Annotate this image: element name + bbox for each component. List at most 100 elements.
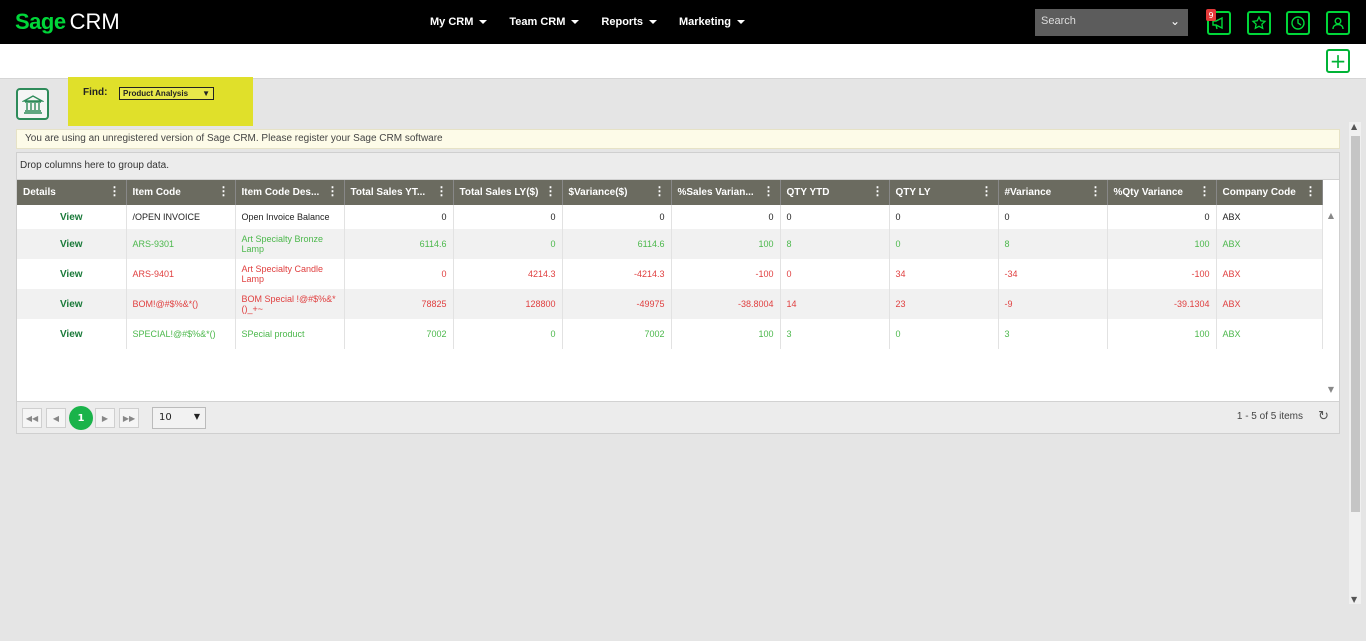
- cell-qty-ytd: 3: [780, 319, 890, 349]
- nav-my-crm[interactable]: My CRM: [430, 16, 488, 28]
- col-header-sales-variance-pct[interactable]: %Sales Varian... ⋮: [671, 180, 781, 205]
- cell-sales-ytd: 78825: [344, 289, 454, 319]
- view-link[interactable]: View: [17, 319, 127, 349]
- view-link[interactable]: View: [17, 205, 127, 229]
- view-link[interactable]: View: [17, 289, 127, 319]
- column-menu-icon[interactable]: ⋮: [435, 184, 448, 198]
- chevron-down-icon: ▼: [193, 412, 200, 421]
- cell-sales-var-pct: -100: [671, 259, 781, 289]
- cell-item-desc: SPecial product: [235, 319, 345, 349]
- column-menu-icon[interactable]: ⋮: [1198, 184, 1211, 198]
- main-nav: My CRM Team CRM Reports Marketing: [430, 0, 767, 44]
- col-header-variance[interactable]: $Variance($) ⋮: [562, 180, 672, 205]
- search-input[interactable]: Search ⌄: [1035, 9, 1188, 36]
- find-selected-value: Product Analysis: [123, 89, 189, 98]
- cell-sales-var-pct: 100: [671, 319, 781, 349]
- cell-sales-ly: 0: [453, 229, 563, 259]
- col-label: %Qty Variance: [1113, 187, 1183, 198]
- chevron-down-icon: [571, 20, 580, 24]
- col-label: Details: [23, 187, 56, 198]
- grid-scroll-down-icon[interactable]: ▼: [1327, 385, 1334, 394]
- table-row: View ARS-9301 Art Specialty Bronze Lamp …: [17, 229, 1323, 259]
- nav-team-crm[interactable]: Team CRM: [509, 16, 580, 28]
- cell-qty-var-pct: 100: [1107, 229, 1217, 259]
- cell-item-desc: Art Specialty Bronze Lamp: [235, 229, 345, 259]
- cell-sales-ytd: 6114.6: [344, 229, 454, 259]
- nav-marketing[interactable]: Marketing: [679, 16, 745, 28]
- cell-variance: -4214.3: [562, 259, 672, 289]
- col-label: Company Code: [1222, 187, 1296, 198]
- column-menu-icon[interactable]: ⋮: [653, 184, 666, 198]
- find-panel: Find: Product Analysis ▼: [68, 77, 253, 126]
- cell-qty-var: -34: [998, 259, 1108, 289]
- col-header-item-code[interactable]: Item Code ⋮: [126, 180, 236, 205]
- cell-qty-ly: 23: [889, 289, 999, 319]
- col-header-qty-variance-pct[interactable]: %Qty Variance ⋮: [1107, 180, 1217, 205]
- scroll-up-icon[interactable]: ▲: [1351, 122, 1358, 131]
- col-label: Total Sales LY($): [459, 187, 539, 198]
- cell-sales-ly: 4214.3: [453, 259, 563, 289]
- grid-scroll-up-icon[interactable]: ▲: [1327, 211, 1334, 220]
- nav-reports[interactable]: Reports: [601, 16, 657, 28]
- cell-variance: -49975: [562, 289, 672, 319]
- cell-qty-ytd: 14: [780, 289, 890, 319]
- cell-qty-ytd: 0: [780, 205, 890, 229]
- column-menu-icon[interactable]: ⋮: [1304, 184, 1317, 198]
- column-menu-icon[interactable]: ⋮: [108, 184, 121, 198]
- scroll-down-icon[interactable]: ▼: [1351, 595, 1358, 604]
- sage-crm-logo[interactable]: Sage CRM: [15, 9, 120, 35]
- cell-item-desc: Open Invoice Balance: [235, 205, 345, 229]
- col-header-total-sales-ytd[interactable]: Total Sales YT... ⋮: [344, 180, 454, 205]
- col-label: QTY LY: [895, 187, 931, 198]
- action-bar: [0, 44, 1366, 79]
- pager: ◀◀ ◀ 1 ▶ ▶▶ 10 ▼ 1 - 5 of 5 items ↻: [17, 401, 1339, 433]
- col-header-qty-ytd[interactable]: QTY YTD ⋮: [780, 180, 890, 205]
- plus-icon: +: [1329, 49, 1347, 73]
- cell-company: ABX: [1216, 229, 1323, 259]
- person-icon: [1332, 17, 1344, 30]
- prev-page-button[interactable]: ◀: [46, 408, 66, 428]
- col-header-item-desc[interactable]: Item Code Des... ⋮: [235, 180, 345, 205]
- group-drop-area[interactable]: Drop columns here to group data.: [17, 153, 1339, 180]
- add-new-button[interactable]: +: [1326, 49, 1350, 73]
- view-link[interactable]: View: [17, 259, 127, 289]
- page-size-select[interactable]: 10 ▼: [152, 407, 206, 429]
- chevron-down-icon[interactable]: ⌄: [1169, 14, 1180, 28]
- column-menu-icon[interactable]: ⋮: [762, 184, 775, 198]
- cell-qty-ytd: 8: [780, 229, 890, 259]
- pager-info: 1 - 5 of 5 items: [1236, 411, 1303, 422]
- user-profile-icon[interactable]: [1326, 11, 1350, 35]
- cell-qty-var: -9: [998, 289, 1108, 319]
- col-header-qty-variance[interactable]: #Variance ⋮: [998, 180, 1108, 205]
- find-label: Find:: [83, 87, 108, 98]
- cell-sales-ytd: 0: [344, 259, 454, 289]
- col-header-qty-ly[interactable]: QTY LY ⋮: [889, 180, 999, 205]
- cell-item-code: /OPEN INVOICE: [126, 205, 236, 229]
- col-header-details[interactable]: Details ⋮: [17, 180, 127, 205]
- nav-label: Marketing: [678, 16, 731, 28]
- last-page-button[interactable]: ▶▶: [119, 408, 139, 428]
- column-menu-icon[interactable]: ⋮: [1089, 184, 1102, 198]
- cell-qty-var-pct: 0: [1107, 205, 1217, 229]
- scroll-thumb[interactable]: [1351, 136, 1360, 512]
- col-header-total-sales-ly[interactable]: Total Sales LY($) ⋮: [453, 180, 563, 205]
- cell-qty-var-pct: -100: [1107, 259, 1217, 289]
- refresh-icon[interactable]: ↻: [1318, 409, 1329, 424]
- find-type-select[interactable]: Product Analysis ▼: [119, 87, 214, 100]
- column-menu-icon[interactable]: ⋮: [217, 184, 230, 198]
- column-menu-icon[interactable]: ⋮: [544, 184, 557, 198]
- column-menu-icon[interactable]: ⋮: [980, 184, 993, 198]
- recent-icon[interactable]: [1286, 11, 1310, 35]
- view-link[interactable]: View: [17, 229, 127, 259]
- favorites-icon[interactable]: [1247, 11, 1271, 35]
- col-header-company-code[interactable]: Company Code ⋮: [1216, 180, 1323, 205]
- first-page-button[interactable]: ◀◀: [22, 408, 42, 428]
- next-page-button[interactable]: ▶: [95, 408, 115, 428]
- nav-label: Reports: [601, 16, 643, 28]
- column-menu-icon[interactable]: ⋮: [326, 184, 339, 198]
- notifications-icon[interactable]: 9: [1206, 9, 1231, 35]
- page-scrollbar[interactable]: ▲ ▼: [1349, 122, 1361, 604]
- star-icon: [1251, 15, 1267, 30]
- column-menu-icon[interactable]: ⋮: [871, 184, 884, 198]
- current-page-button[interactable]: 1: [69, 406, 93, 430]
